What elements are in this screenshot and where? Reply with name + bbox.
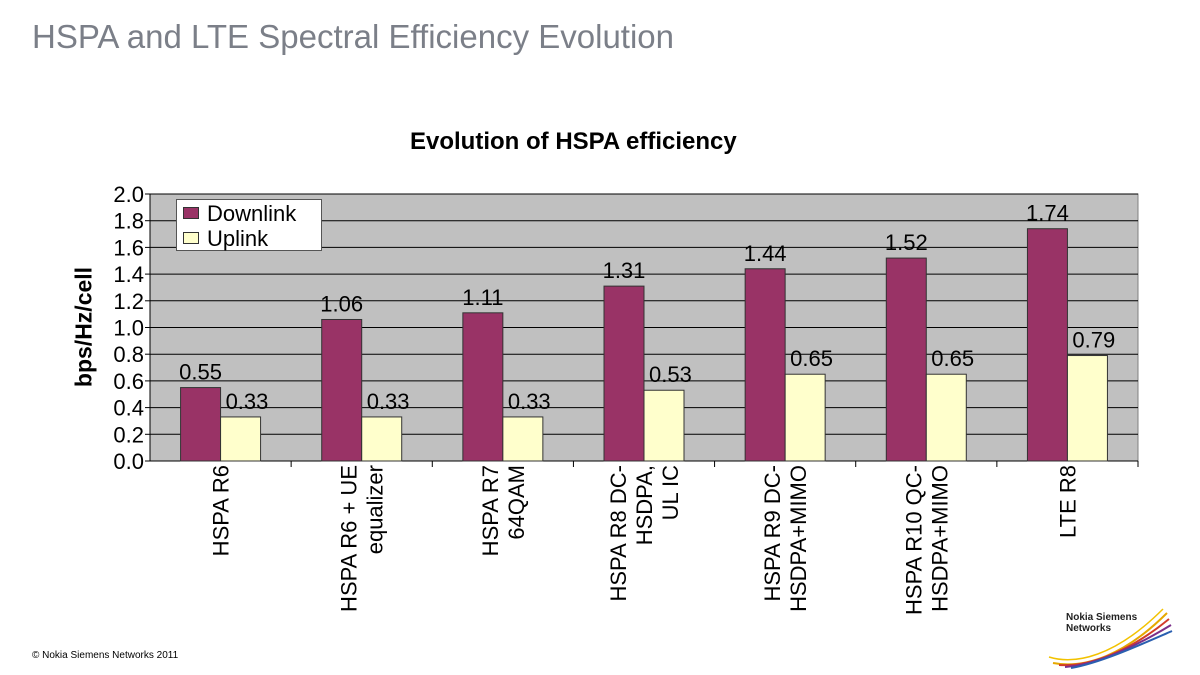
y-tick-label: 0.2: [113, 422, 144, 447]
data-label-uplink: 0.33: [367, 389, 410, 414]
x-category-label-line: 64QAM: [504, 465, 529, 540]
slide-title: HSPA and LTE Spectral Efficiency Evoluti…: [32, 18, 675, 55]
legend-swatch-uplink: [183, 232, 199, 245]
x-category-label: HSPA R10 QC- HSDPA+MIMO: [901, 465, 952, 615]
x-category-label: HSPA R6: [209, 465, 234, 556]
bar-uplink: [361, 416, 403, 462]
data-label-uplink: 0.33: [508, 389, 551, 414]
x-category-label-line: LTE R8: [1055, 465, 1080, 538]
x-category-label: HSPA R7 64QAM: [478, 465, 529, 556]
legend: Downlink Uplink: [176, 199, 322, 251]
x-category-label-line: HSPA R9 DC-: [760, 465, 785, 602]
legend-label-uplink: Uplink: [207, 226, 269, 251]
chart-title: Evolution of HSPA efficiency: [410, 128, 737, 155]
copyright-text: © Nokia Siemens Networks 2011: [32, 650, 179, 661]
x-category-label-line: HSDPA+MIMO: [786, 465, 811, 612]
y-tick-label: 1.6: [113, 235, 144, 260]
logo-line-2: Networks: [1066, 623, 1112, 634]
x-category-label: HSPA R6 + UE equalizer: [337, 465, 388, 612]
y-tick-label: 0.8: [113, 342, 144, 367]
nokia-siemens-logo: [1048, 608, 1173, 669]
logo-line-1: Nokia Siemens: [1066, 612, 1138, 623]
data-label-downlink: 1.52: [885, 230, 928, 255]
data-label-uplink: 0.79: [1072, 328, 1115, 353]
bar-downlink: [1026, 228, 1068, 462]
y-tick-label: 1.8: [113, 209, 144, 234]
y-tick-label: 2.0: [113, 182, 144, 207]
bar-uplink: [220, 416, 262, 462]
y-tick-label: 1.4: [113, 262, 144, 287]
x-category-label: LTE R8: [1055, 465, 1080, 538]
y-tick-label: 1.2: [113, 289, 144, 314]
bar-downlink: [462, 312, 504, 462]
data-label-downlink: 1.74: [1026, 201, 1069, 226]
x-category-label-line: HSPA R6 + UE: [337, 465, 362, 612]
data-label-downlink: 0.55: [179, 360, 222, 385]
data-label-uplink: 0.65: [790, 346, 833, 371]
data-label-uplink: 0.53: [649, 362, 692, 387]
x-category-label: HSPA R8 DC- HSDPA, UL IC: [606, 465, 683, 602]
legend-swatch-downlink: [183, 207, 199, 220]
x-category-label-line: equalizer: [363, 465, 388, 554]
data-label-downlink: 1.06: [320, 291, 363, 316]
bar-downlink: [744, 268, 786, 462]
x-category-label-line: HSPA R7: [478, 465, 503, 556]
bar-uplink: [925, 373, 967, 462]
data-label-downlink: 1.44: [744, 241, 787, 266]
bar-uplink: [643, 389, 685, 462]
legend-label-downlink: Downlink: [207, 201, 297, 226]
x-category-label-line: HSPA R8 DC-: [606, 465, 631, 602]
y-tick-label: 0.6: [113, 369, 144, 394]
bar-downlink: [603, 285, 645, 462]
data-label-downlink: 1.11: [462, 285, 503, 310]
data-label-downlink: 1.31: [603, 258, 646, 283]
x-category-label-line: HSDPA,: [632, 465, 657, 545]
x-category-label-line: HSPA R6: [209, 465, 234, 556]
bar-downlink: [321, 318, 363, 462]
bar-downlink: [180, 387, 222, 462]
legend-item-uplink: Uplink: [183, 227, 268, 251]
data-label-uplink: 0.65: [931, 346, 974, 371]
bar-downlink: [885, 257, 927, 462]
x-category-label-line: HSPA R10 QC-: [901, 465, 926, 615]
bar-uplink: [1066, 355, 1108, 462]
x-category-label-line: UL IC: [658, 465, 683, 521]
bar-uplink: [784, 373, 826, 462]
legend-item-downlink: Downlink: [183, 202, 296, 226]
x-category-label: HSPA R9 DC- HSDPA+MIMO: [760, 465, 811, 612]
bar-uplink: [502, 416, 544, 462]
x-category-label-line: HSDPA+MIMO: [927, 465, 952, 612]
y-tick-label: 1.0: [113, 316, 144, 341]
logo-text: Nokia Siemens Networks: [1066, 612, 1137, 634]
data-label-uplink: 0.33: [226, 389, 269, 414]
y-tick-label: 0.0: [113, 449, 144, 474]
y-tick-label: 0.4: [113, 396, 144, 421]
